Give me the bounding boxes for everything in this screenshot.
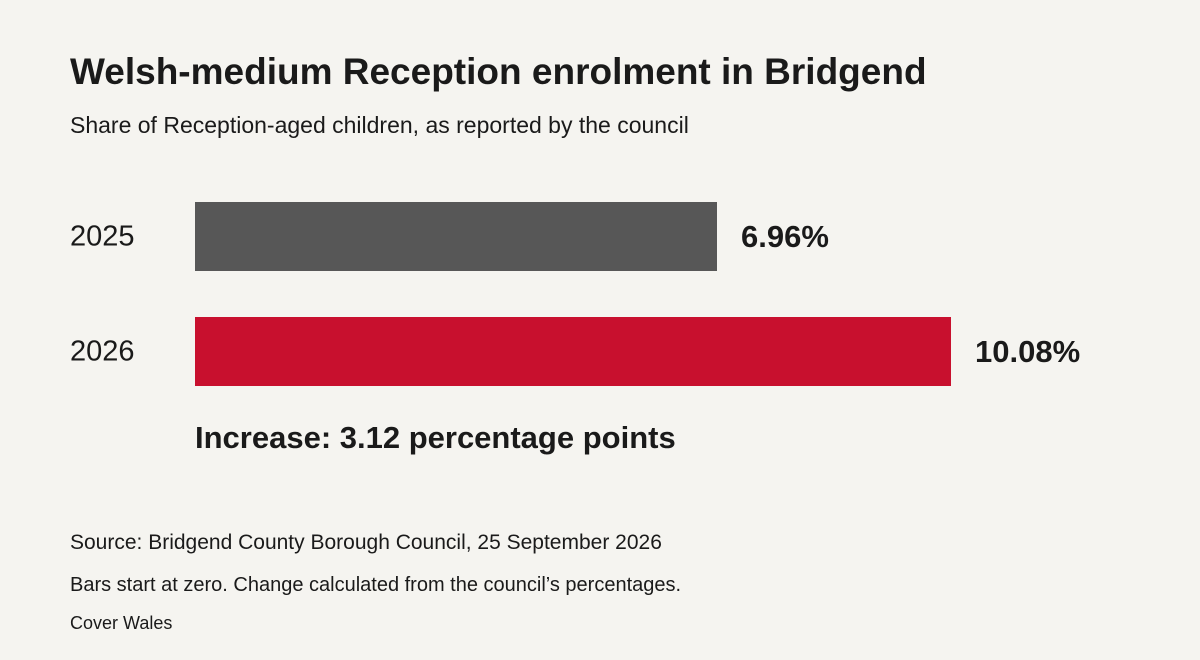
category-label-2026: 2026 (70, 336, 135, 368)
bar-2026 (195, 317, 951, 386)
credit-line: Cover Wales (70, 613, 173, 633)
category-label-2025: 2025 (70, 221, 135, 253)
value-label-2026: 10.08% (975, 334, 1080, 369)
method-note: Bars start at zero. Change calculated fr… (70, 574, 682, 596)
source-note: Source: Bridgend County Borough Council,… (70, 531, 662, 554)
chart-subtitle: Share of Reception-aged children, as rep… (70, 112, 689, 138)
change-annotation: Increase: 3.12 percentage points (195, 420, 676, 455)
bar-2025 (195, 202, 717, 271)
chart-title: Welsh-medium Reception enrolment in Brid… (70, 51, 927, 92)
value-label-2025: 6.96% (741, 219, 829, 254)
